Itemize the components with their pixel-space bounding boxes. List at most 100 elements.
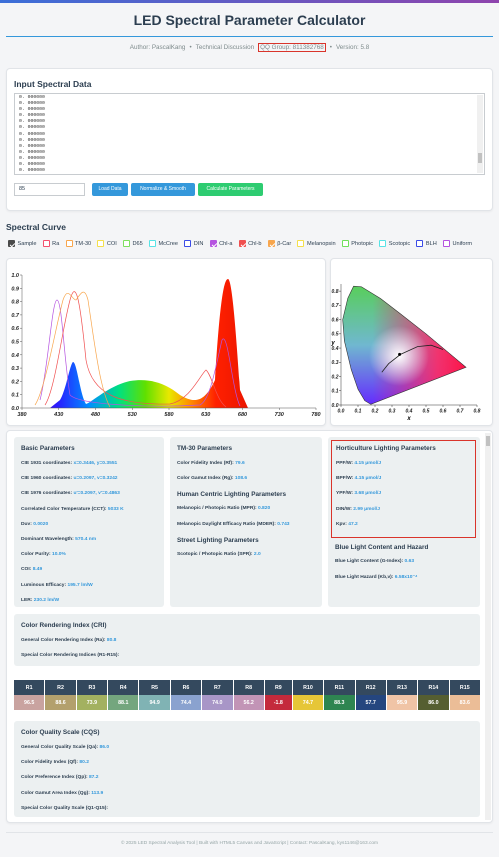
legend-item[interactable]: COI xyxy=(97,240,117,247)
legend-checkbox[interactable] xyxy=(123,240,130,247)
results-scrollbar[interactable] xyxy=(485,433,491,820)
spectral-textarea[interactable]: 0. 000000 0. 000000 0. 000000 0. 000000 0. 0… xyxy=(14,93,485,175)
legend-item[interactable]: Chl-a xyxy=(209,240,233,247)
legend-checkbox[interactable] xyxy=(416,240,424,247)
param-value: 8.49 xyxy=(32,567,43,573)
legend-checkbox[interactable] xyxy=(341,240,349,247)
param-label: Blue Light Content (G-Index): xyxy=(335,558,404,564)
legend-item[interactable]: Photopic xyxy=(341,240,374,247)
legend-item[interactable]: Sample xyxy=(8,240,36,247)
legend-item[interactable]: β-Car xyxy=(267,240,291,247)
legend-checkbox[interactable] xyxy=(97,240,105,247)
param-row: Color Preference Index (Qp): 87.2 xyxy=(21,775,473,780)
legend-item[interactable]: Ra xyxy=(42,240,59,247)
cri-value: 88.6 xyxy=(45,695,76,710)
param-value: u=0.2097, v=0.3242 xyxy=(73,476,118,482)
textarea-line: 0. 000000 xyxy=(19,149,45,155)
param-value: 570.4 nm xyxy=(75,536,97,542)
param-row: Blue Light Content (G-Index): 0.63 xyxy=(335,559,473,564)
param-row: Color Purity: 10.0% xyxy=(21,552,157,557)
legend-label: DIN xyxy=(193,240,204,247)
legend-label: Photopic xyxy=(351,240,374,247)
y-tick-label: 0.0 xyxy=(11,406,19,412)
legend-item[interactable]: Chl-b xyxy=(238,240,262,247)
y-tick-label: 0.3 xyxy=(332,360,339,366)
cri-table-wrap: R1 R2 R3 R4 R5 R6 R7 R8 R9 R10 R11 R12 R13 R14 R15 96.5… xyxy=(13,680,481,710)
button[interactable]: Load Data xyxy=(92,183,128,196)
x-tick-label: 580 xyxy=(164,412,173,418)
column-header: R3 xyxy=(76,680,108,695)
cri-table: R1 R2 R3 R4 R5 R6 R7 R8 R9 R10 R11 R12 R13 R14 R15 96.5… xyxy=(13,680,481,710)
legend-item[interactable]: Melanopsin xyxy=(297,240,336,247)
cri-value: 56.2 xyxy=(233,695,264,710)
legend-item[interactable]: D65 xyxy=(123,240,143,247)
param-value: 230.2 lm/W xyxy=(33,597,60,603)
y-tick-label: 0.8 xyxy=(332,289,339,295)
param-value: 2.0 xyxy=(253,551,261,557)
legend-checkbox[interactable] xyxy=(442,240,450,247)
legend-item[interactable]: TM-30 xyxy=(65,240,92,247)
author: Author: PascalKang xyxy=(129,44,186,51)
legend-label: Chl-a xyxy=(219,240,233,247)
scroll-thumb[interactable] xyxy=(486,436,490,446)
cri-value: 74.0 xyxy=(202,695,233,710)
legend-checkbox[interactable] xyxy=(42,240,50,247)
param-label: Color Fidelity Index (Rf): xyxy=(177,461,234,466)
legend-label: TM-30 xyxy=(75,240,92,247)
legend-checkbox[interactable] xyxy=(65,240,73,247)
spectrum-chart: 380 430 480 530 580 630 680 730 780 0.0 0.1 0.2 0.3 0… xyxy=(11,273,320,418)
legend-label: D65 xyxy=(132,240,143,247)
param-row: Melanopic / Photopic Ratio (MPR): 0.820 xyxy=(177,506,315,511)
cri-value: -1.8 xyxy=(264,695,292,710)
button[interactable]: Calculate Parameters xyxy=(198,183,263,196)
legend-item[interactable]: McCree xyxy=(148,240,178,247)
param-label: Color Gamut Index (Rg): xyxy=(177,476,234,482)
footer: © 2025 LED Spectral Analysis Tool | Buil… xyxy=(120,841,379,846)
legend-checkbox[interactable] xyxy=(8,240,15,247)
y-tick-label: 0.1 xyxy=(11,393,19,399)
legend-item[interactable]: BLH xyxy=(416,240,437,247)
param-value: 5033 K xyxy=(107,506,124,512)
legend-item[interactable]: Scotopic xyxy=(379,240,410,247)
textarea-line: 0. 000000 xyxy=(19,119,45,125)
legend-label: Scotopic xyxy=(388,240,411,247)
legend-checkbox[interactable] xyxy=(209,240,217,247)
param-label: COI: xyxy=(21,567,32,573)
param-label: General Color Rendering Index (Ra): xyxy=(21,638,106,643)
legend-checkbox[interactable] xyxy=(297,240,305,247)
legend-checkbox[interactable] xyxy=(184,240,192,247)
cri-value: 73.9 xyxy=(76,695,108,710)
spectral-title: Spectral Curve xyxy=(6,222,66,232)
input-title: Input Spectral Data xyxy=(14,79,92,89)
cri-value: 95.9 xyxy=(386,695,418,710)
cri-value: 88.1 xyxy=(108,695,139,710)
param-label: Correlated Color Temperature (CCT): xyxy=(21,506,107,512)
y-tick-label: 0.2 xyxy=(11,379,19,385)
textarea-line: 0. 000000 xyxy=(19,162,45,168)
cri-card: Color Rendering Index (CRI) General Color… xyxy=(14,614,480,666)
column-header: R2 xyxy=(45,680,76,695)
legend-checkbox[interactable] xyxy=(379,240,387,247)
legend-item[interactable]: DIN xyxy=(184,240,203,247)
param-row: Special Color Rendering Indices (R1-R15)… xyxy=(21,653,473,658)
card-title: Horticulture Lighting Parameters xyxy=(336,445,436,452)
card-title: TM-30 Parameters xyxy=(177,445,233,452)
param-value: 47.2 xyxy=(348,521,358,527)
x-tick-label: 530 xyxy=(128,412,137,418)
legend-item[interactable]: Uniform xyxy=(442,240,472,247)
section-title: Blue Light Content and Hazard xyxy=(335,543,429,551)
title-rule xyxy=(6,36,493,37)
cri-value: 57.7 xyxy=(355,695,386,710)
param-label: Melanopic Daylight Efficacy Ratio (MDER)… xyxy=(177,521,276,527)
legend-label: COI xyxy=(106,240,117,247)
param-label: CIE 1931 coordinates: xyxy=(21,461,73,466)
legend-checkbox[interactable] xyxy=(267,240,275,247)
cri-value: 88.3 xyxy=(324,695,355,710)
button[interactable]: Normalize & Smooth xyxy=(131,183,195,196)
x-tick-label: 780 xyxy=(311,412,320,418)
legend-checkbox[interactable] xyxy=(238,240,246,247)
input-field[interactable]: 85 xyxy=(14,183,85,196)
legend-checkbox[interactable] xyxy=(148,240,156,247)
x-tick-label: 0.5 xyxy=(423,409,430,415)
param-value: 108.6 xyxy=(234,476,248,482)
